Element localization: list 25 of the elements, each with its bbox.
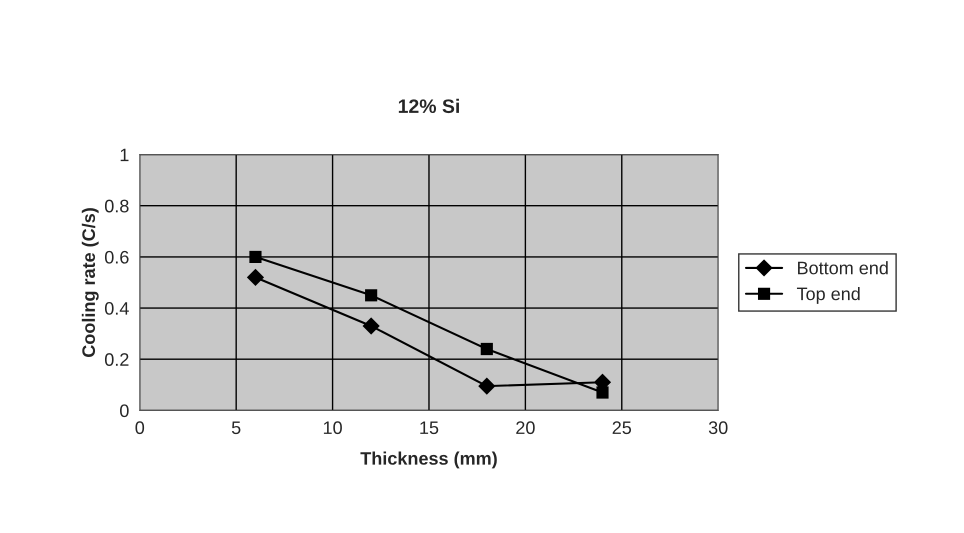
x-axis-title: Thickness (mm) <box>360 452 497 468</box>
x-tick-label: 5 <box>232 421 240 434</box>
x-tick-label: 0 <box>135 421 144 434</box>
point <box>362 318 380 334</box>
point <box>480 342 493 356</box>
x-tick-label: 20 <box>516 421 535 434</box>
x-tick-label: 15 <box>420 421 438 434</box>
y-tick-label: 0.2 <box>104 353 128 366</box>
y-axis-title: Cooling rate (C/s) <box>82 208 99 357</box>
x-tick-label: 30 <box>708 421 728 434</box>
y-tick-label: 0.6 <box>104 250 129 264</box>
y-tick-label: 0 <box>120 404 129 418</box>
point <box>247 268 264 286</box>
x-tick-label: 25 <box>612 421 632 434</box>
x-tick-label: 10 <box>324 421 342 434</box>
y-tick-label: 0.4 <box>104 302 129 315</box>
legend-label: Top end <box>796 287 860 304</box>
y-tick-label: 1 <box>120 148 128 162</box>
point <box>365 289 378 302</box>
point <box>249 250 262 263</box>
chart-title: 12% Si <box>398 98 459 114</box>
y-tick-label: 0.8 <box>104 200 129 212</box>
legend-label: Bottom end <box>798 261 888 274</box>
point <box>596 386 609 399</box>
point <box>478 378 496 394</box>
